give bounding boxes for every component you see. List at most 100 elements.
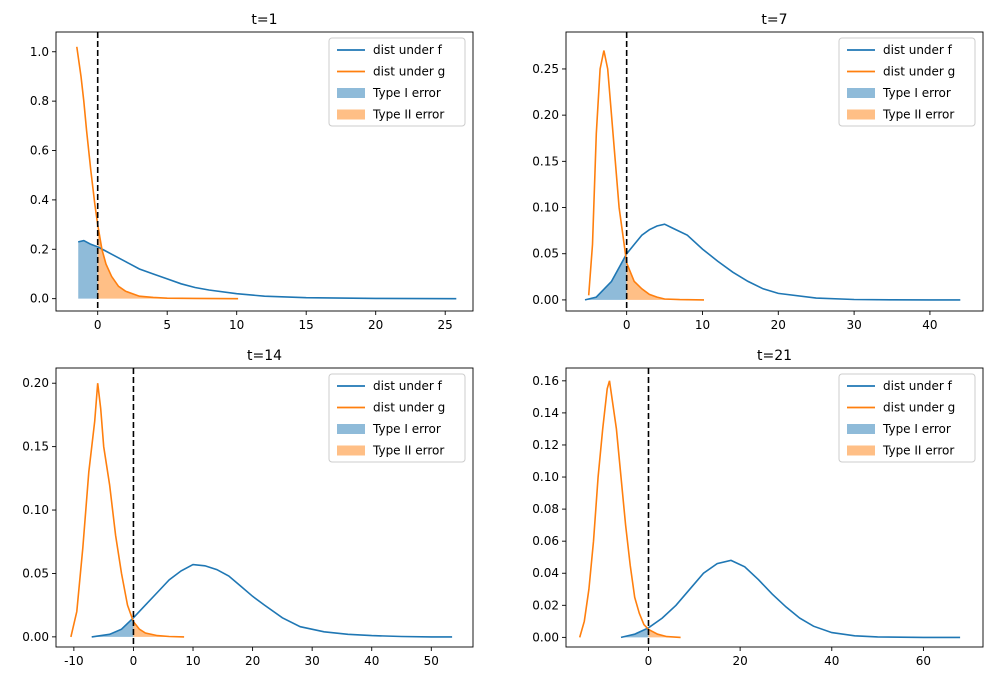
legend-label: dist under g <box>883 65 955 79</box>
plot-area <box>76 32 457 311</box>
y-tick-label: 0.20 <box>532 108 559 122</box>
legend-swatch <box>337 424 365 434</box>
type-i-error-area <box>91 617 134 637</box>
legend-label: Type II error <box>882 444 954 458</box>
legend-label: dist under f <box>373 43 443 57</box>
type-i-error-area <box>78 240 98 299</box>
y-tick-label: 0.10 <box>532 201 559 215</box>
type-ii-error-area <box>133 621 185 637</box>
legend-swatch <box>337 445 365 456</box>
x-tick-label: 60 <box>916 654 931 668</box>
legend-item-type-ii: Type II error <box>847 444 954 458</box>
x-tick-label: 20 <box>771 318 786 332</box>
y-tick-label: 0.12 <box>532 438 559 452</box>
x-tick-label: 10 <box>695 318 710 332</box>
x-tick-label: 30 <box>846 318 861 332</box>
y-tick-label: 0.08 <box>532 502 559 516</box>
legend-label: dist under f <box>373 379 443 393</box>
chart-title: t=7 <box>761 12 787 28</box>
legend-label: Type II error <box>882 108 954 122</box>
legend-item-dist-g: dist under g <box>847 401 955 415</box>
y-tick-label: 0.00 <box>532 630 559 644</box>
legend-label: dist under g <box>883 401 955 415</box>
x-tick-label: 30 <box>305 654 320 668</box>
subplot-2: 0 10 20 30 40 0.00 0.05 0.10 0.15 0.20 0.25 t=7 dist… <box>532 12 984 332</box>
chart-title: t=21 <box>757 348 792 364</box>
legend-label: Type I error <box>882 86 951 100</box>
x-tick-label: 20 <box>245 654 260 668</box>
x-tick-label: 0 <box>94 318 102 332</box>
x-tick-label: 40 <box>824 654 839 668</box>
x-tick-label: 0 <box>623 318 631 332</box>
series-line-g <box>76 46 239 300</box>
y-tick-label: 0.14 <box>532 406 559 420</box>
type-i-error-area <box>584 253 627 300</box>
y-tick-label: 0.8 <box>30 94 49 108</box>
legend-item-dist-g: dist under g <box>337 401 445 415</box>
series-line-g <box>578 380 681 639</box>
series-line-f <box>78 239 457 300</box>
x-tick-label: 15 <box>299 318 314 332</box>
legend-swatch <box>847 445 875 456</box>
plot-area <box>70 368 453 647</box>
y-tick-label: 0.6 <box>30 144 49 158</box>
legend-label: Type I error <box>372 422 441 436</box>
legend-item-type-ii: Type II error <box>847 108 954 122</box>
y-tick-label: 0.02 <box>532 598 559 612</box>
y-tick-label: 0.2 <box>30 242 49 256</box>
y-tick-label: 0.4 <box>30 193 49 207</box>
x-tick-label: 25 <box>438 318 453 332</box>
axes-frame <box>55 367 474 648</box>
y-tick-label: 0.05 <box>532 247 559 261</box>
series-line-f <box>620 559 961 639</box>
type-ii-error-area <box>648 629 681 638</box>
y-tick-label: 0.06 <box>532 534 559 548</box>
series-line-f <box>584 223 961 301</box>
legend-item-dist-g: dist under g <box>847 65 955 79</box>
legend-swatch <box>847 424 875 434</box>
y-tick-label: 0.10 <box>532 470 559 484</box>
subplot-3: -10 0 10 20 30 40 50 0.00 0.05 0.10 0.15 0.20 t=14 di… <box>22 348 474 668</box>
axes-frame <box>565 31 984 312</box>
legend-label: dist under g <box>373 65 445 79</box>
x-tick-label: 20 <box>368 318 383 332</box>
x-tick-label: 40 <box>922 318 937 332</box>
y-tick-label: 0.25 <box>532 62 559 76</box>
legend-item-dist-f: dist under f <box>337 379 443 393</box>
legend-item-type-i: Type I error <box>337 422 441 436</box>
legend-item-dist-g: dist under g <box>337 65 445 79</box>
y-tick-label: 0.04 <box>532 566 559 580</box>
y-tick-label: 0.05 <box>22 566 49 580</box>
x-tick-label: 10 <box>229 318 244 332</box>
legend-label: dist under g <box>373 401 445 415</box>
x-tick-label: 40 <box>364 654 379 668</box>
series-line-g <box>70 383 185 638</box>
legend-label: dist under f <box>883 43 953 57</box>
legend-label: Type II error <box>372 444 444 458</box>
axes-frame <box>55 31 474 312</box>
x-tick-label: -10 <box>64 654 84 668</box>
legend-item-type-i: Type I error <box>847 86 951 100</box>
legend: dist under f dist under g Type I error Type… <box>328 373 466 463</box>
legend-item-type-ii: Type II error <box>337 444 444 458</box>
subplot-4: 0 20 40 60 0.00 0.02 0.04 0.06 0.08 0.10 0.12 0.14 0… <box>532 348 984 668</box>
legend-item-dist-f: dist under f <box>847 379 953 393</box>
x-tick-label: 20 <box>732 654 747 668</box>
y-tick-label: 0.10 <box>22 503 49 517</box>
legend-label: dist under f <box>883 379 953 393</box>
legend-swatch <box>337 88 365 98</box>
axes-frame <box>565 367 984 648</box>
type-ii-error-area <box>97 224 239 299</box>
y-tick-label: 1.0 <box>30 45 49 59</box>
y-tick-label: 0.15 <box>532 154 559 168</box>
plot-area <box>584 32 961 311</box>
legend-item-type-ii: Type II error <box>337 108 444 122</box>
series-line-f <box>91 563 453 638</box>
legend-item-type-i: Type I error <box>847 422 951 436</box>
x-tick-label: 0 <box>645 654 653 668</box>
x-tick-label: 5 <box>163 318 171 332</box>
legend-label: Type I error <box>372 86 441 100</box>
type-ii-error-area <box>626 262 704 300</box>
chart-title: t=1 <box>251 12 277 28</box>
